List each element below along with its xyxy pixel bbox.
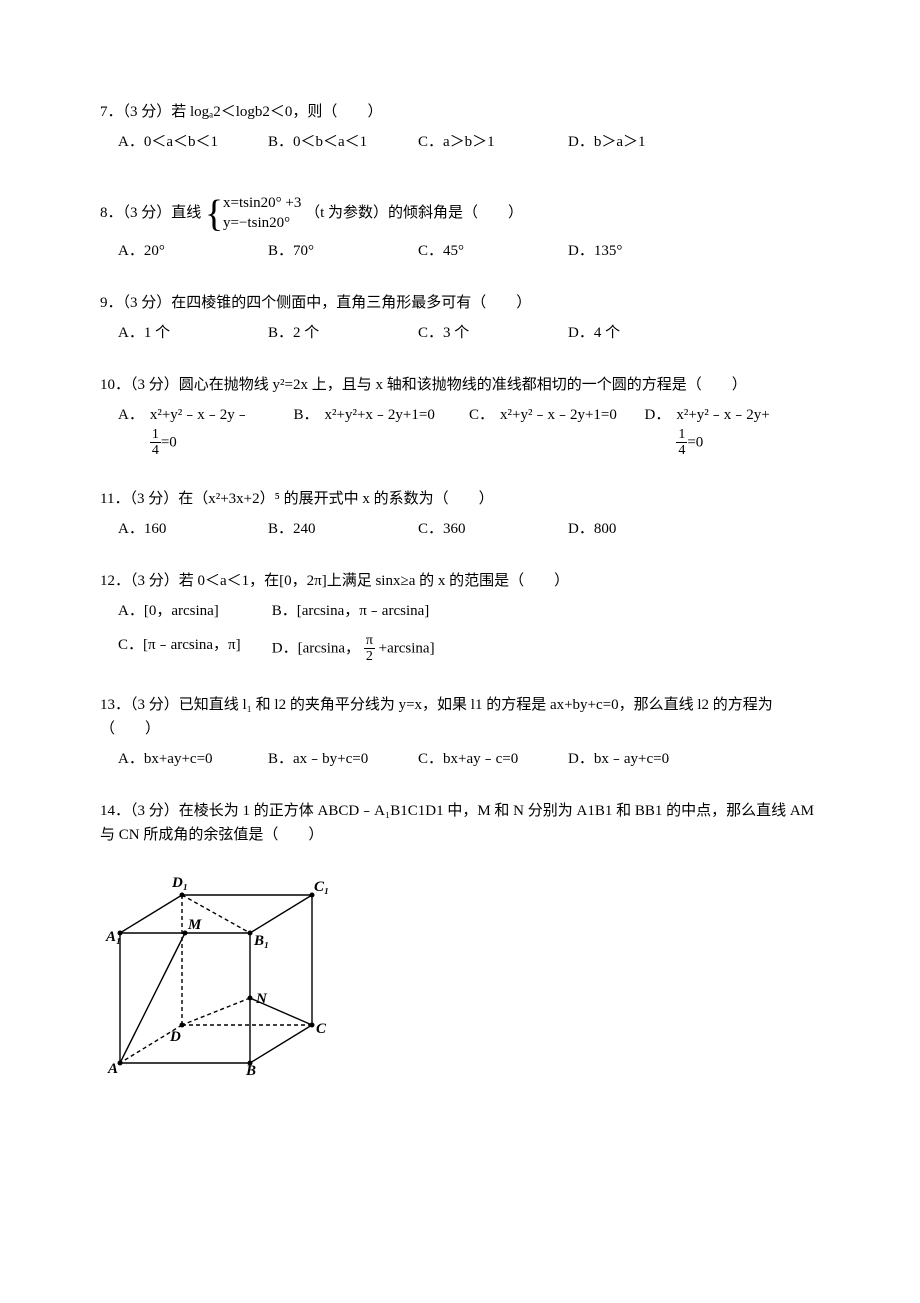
svg-text:B₁: B₁	[253, 933, 269, 949]
svg-text:D: D	[169, 1029, 181, 1045]
q12-options: A．[0，arcsina] B．[arcsina，π﹣arcsina] C．[π…	[100, 599, 820, 665]
q8-piecewise: x=tsin20° +3 y=−tsin20°	[223, 194, 301, 233]
q13-opt-a: A．bx+ay+c=0	[118, 747, 268, 771]
q7-opt-b: B．0＜b＜a＜1	[268, 130, 418, 154]
q13-stem: 13．（3 分）已知直线 l₁ 和 l2 的夹角平分线为 y=x，如果 l1 的…	[100, 693, 820, 741]
q10-opt-a: A． x²+y²﹣x﹣2y﹣ 1 4 =0	[118, 403, 294, 459]
q7-opt-a: A．0＜a＜b＜1	[118, 130, 268, 154]
q9-opt-c: C．3 个	[418, 321, 568, 345]
svg-text:B: B	[245, 1063, 256, 1075]
q11-opt-d: D．800	[568, 517, 616, 541]
fraction: 1 4	[676, 427, 687, 459]
q12-opt-d: D．[arcsina， π 2 +arcsina]	[272, 633, 435, 665]
q12-opt-c: C．[π﹣arcsina，π]	[118, 633, 268, 657]
question-11: 11．（3 分）在（x²+3x+2）⁵ 的展开式中 x 的系数为（ ） A．16…	[100, 487, 820, 541]
q13-opt-b: B．ax﹣by+c=0	[268, 747, 418, 771]
q11-opt-b: B．240	[268, 517, 418, 541]
q11-opt-c: C．360	[418, 517, 568, 541]
q8-opt-a: A．20°	[118, 239, 268, 263]
svg-text:C₁: C₁	[314, 879, 328, 895]
q8-piece2: y=−tsin20°	[223, 214, 301, 234]
q10-options: A． x²+y²﹣x﹣2y﹣ 1 4 =0 B． x²+y²+x﹣2y+1=0 …	[100, 403, 820, 459]
q9-opt-a: A．1 个	[118, 321, 268, 345]
q8-piece1: x=tsin20° +3	[223, 194, 301, 214]
q10-opt-b: B． x²+y²+x﹣2y+1=0	[294, 403, 470, 459]
q14-stem: 14．（3 分）在棱长为 1 的正方体 ABCD﹣A₁B1C1D1 中，M 和 …	[100, 799, 820, 847]
svg-text:D₁: D₁	[171, 875, 188, 891]
q8-stem: 8．（3 分）直线 { x=tsin20° +3 y=−tsin20° （t 为…	[100, 194, 820, 233]
q7-options: A．0＜a＜b＜1 B．0＜b＜a＜1 C．a＞b＞1 D．b＞a＞1	[100, 130, 820, 154]
q11-opt-a: A．160	[118, 517, 268, 541]
q12-opt-b: B．[arcsina，π﹣arcsina]	[272, 599, 430, 623]
svg-text:A₁: A₁	[105, 929, 121, 945]
q7-stem: 7．（3 分）若 logₐ2＜logb2＜0，则（ ）	[100, 100, 820, 124]
q13-opt-d: D．bx﹣ay+c=0	[568, 747, 669, 771]
cube-figure: D₁ C₁ A₁ B₁ M N D C A B	[100, 857, 820, 1083]
question-13: 13．（3 分）已知直线 l₁ 和 l2 的夹角平分线为 y=x，如果 l1 的…	[100, 693, 820, 771]
q8-options: A．20° B．70° C．45° D．135°	[100, 239, 820, 263]
svg-text:A: A	[107, 1061, 118, 1075]
question-9: 9．（3 分）在四棱锥的四个侧面中，直角三角形最多可有（ ） A．1 个 B．2…	[100, 291, 820, 345]
q9-options: A．1 个 B．2 个 C．3 个 D．4 个	[100, 321, 820, 345]
q7-opt-d: D．b＞a＞1	[568, 130, 646, 154]
q10-opt-c: C． x²+y²﹣x﹣2y+1=0	[469, 403, 645, 459]
q12-opt-a: A．[0，arcsina]	[118, 599, 268, 623]
question-8: 8．（3 分）直线 { x=tsin20° +3 y=−tsin20° （t 为…	[100, 194, 820, 263]
q11-stem: 11．（3 分）在（x²+3x+2）⁵ 的展开式中 x 的系数为（ ）	[100, 487, 820, 511]
fraction: π 2	[364, 633, 375, 665]
brace-icon: {	[205, 195, 223, 233]
q8-suffix: （t 为参数）的倾斜角是（ ）	[305, 205, 523, 221]
q10-opt-d: D． x²+y²﹣x﹣2y+ 1 4 =0	[645, 403, 821, 459]
q10-stem: 10．（3 分）圆心在抛物线 y²=2x 上，且与 x 轴和该抛物线的准线都相切…	[100, 373, 820, 397]
q11-options: A．160 B．240 C．360 D．800	[100, 517, 820, 541]
q13-options: A．bx+ay+c=0 B．ax﹣by+c=0 C．bx+ay﹣c=0 D．bx…	[100, 747, 820, 771]
svg-text:M: M	[187, 917, 202, 933]
svg-text:C: C	[316, 1021, 327, 1037]
cube-diagram: D₁ C₁ A₁ B₁ M N D C A B	[100, 857, 328, 1075]
question-10: 10．（3 分）圆心在抛物线 y²=2x 上，且与 x 轴和该抛物线的准线都相切…	[100, 373, 820, 459]
svg-text:N: N	[255, 991, 268, 1007]
question-12: 12．（3 分）若 0＜a＜1，在[0，2π]上满足 sinx≥a 的 x 的范…	[100, 569, 820, 665]
q9-opt-b: B．2 个	[268, 321, 418, 345]
q8-opt-d: D．135°	[568, 239, 622, 263]
question-14: 14．（3 分）在棱长为 1 的正方体 ABCD﹣A₁B1C1D1 中，M 和 …	[100, 799, 820, 1083]
q9-opt-d: D．4 个	[568, 321, 620, 345]
q9-stem: 9．（3 分）在四棱锥的四个侧面中，直角三角形最多可有（ ）	[100, 291, 820, 315]
q13-opt-c: C．bx+ay﹣c=0	[418, 747, 568, 771]
fraction: 1 4	[150, 427, 161, 459]
q8-opt-c: C．45°	[418, 239, 568, 263]
question-7: 7．（3 分）若 logₐ2＜logb2＜0，则（ ） A．0＜a＜b＜1 B．…	[100, 100, 820, 154]
q8-opt-b: B．70°	[268, 239, 418, 263]
q8-prefix: 8．（3 分）直线	[100, 205, 201, 221]
q7-opt-c: C．a＞b＞1	[418, 130, 568, 154]
q12-stem: 12．（3 分）若 0＜a＜1，在[0，2π]上满足 sinx≥a 的 x 的范…	[100, 569, 820, 593]
